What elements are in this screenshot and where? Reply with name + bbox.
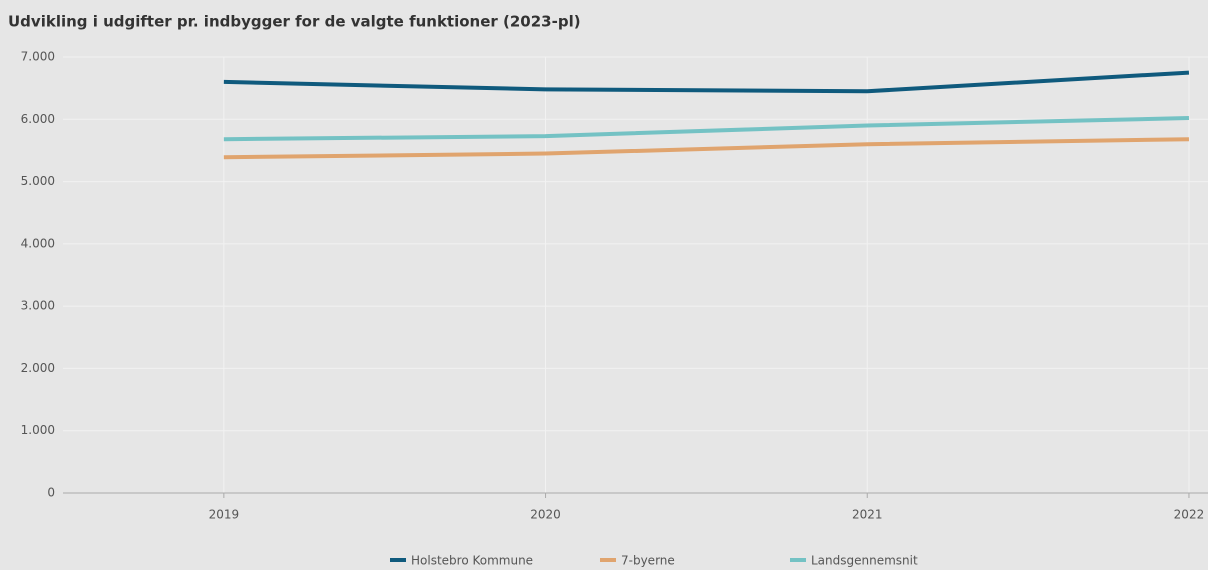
legend-label: 7-byerne	[621, 554, 675, 568]
x-tick-label: 2020	[530, 508, 561, 522]
x-tick-label: 2022	[1174, 508, 1205, 522]
x-tick-label: 2019	[209, 508, 240, 522]
y-tick-label: 7.000	[21, 50, 55, 64]
legend-label: Landsgennemsnit	[811, 554, 918, 568]
series-line	[223, 137, 1189, 160]
y-tick-label: 6.000	[21, 112, 55, 126]
chart-title: Udvikling i udgifter pr. indbygger for d…	[8, 13, 581, 31]
x-tick-label: 2021	[852, 508, 883, 522]
y-tick-label: 2.000	[21, 361, 55, 375]
series-line	[223, 70, 1190, 94]
y-tick-label: 4.000	[21, 236, 55, 250]
y-tick-label: 3.000	[21, 299, 55, 313]
y-tick-label: 0	[47, 486, 55, 500]
series-line	[223, 116, 1189, 142]
legend-label: Holstebro Kommune	[411, 554, 533, 568]
y-tick-label: 5.000	[21, 174, 55, 188]
y-tick-label: 1.000	[21, 423, 55, 437]
